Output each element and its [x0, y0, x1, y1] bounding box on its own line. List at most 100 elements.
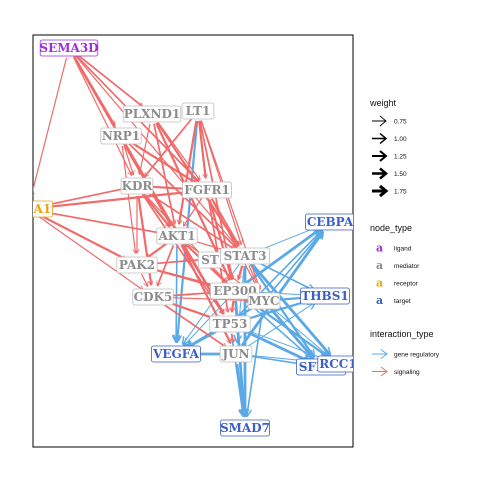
signaling-edge-akt1-pak2	[147, 240, 170, 259]
legend-node-type-glyph-mediator: a	[376, 259, 383, 272]
node-label-akt1: AKT1	[157, 229, 195, 243]
node-jun: JUN	[219, 345, 253, 363]
gene-regulatory-edge-stat3-rcc1	[250, 262, 331, 355]
signaling-edge-plxna1-cdk5	[35, 214, 143, 290]
signaling-edge-pak2-cdk5	[140, 273, 147, 286]
gene-regulatory-edge-jun-smad7	[236, 363, 243, 416]
node-thbs1: THBS1	[300, 287, 350, 305]
legend-weight-label-3: 1.50	[394, 171, 407, 178]
signaling-edge-sema3d-kdr	[72, 56, 131, 175]
node-box-sema3d	[39, 39, 99, 57]
node-flt1: LT1	[181, 102, 215, 120]
node-fgfr1: FGFR1	[182, 181, 232, 199]
node-myc: MYC	[247, 292, 281, 310]
node-plxnd1: PLXND1	[122, 105, 182, 123]
signaling-edge-nrp1-kdr	[123, 145, 133, 175]
node-box-kdr	[120, 177, 154, 195]
node-box-cdk5	[132, 288, 174, 306]
legend-node-type-glyph-ligand: a	[376, 242, 383, 255]
signaling-edge-sema3d-stat3	[75, 55, 237, 247]
gene-regulatory-edge-ep300-cebpa	[242, 229, 320, 287]
node-label-flt1: LT1	[186, 104, 211, 118]
legend-node-type-label-receptor: receptor	[394, 281, 419, 288]
signaling-edge-fgfr1-myc	[211, 198, 259, 290]
legend-node-type: node_type a ligand a mediator a receptor a targ…	[370, 223, 420, 307]
node-ep300: EP300	[210, 282, 260, 300]
node-label-thbs1: THBS1	[301, 289, 348, 303]
node-vegfa: VEGFA	[151, 345, 201, 363]
node-box-plxnd1	[122, 105, 182, 123]
signaling-edge-cdk5-jun	[160, 301, 226, 348]
node-label-vegfa: VEGFA	[152, 347, 200, 361]
legend-weight-label-2: 1.25	[394, 154, 407, 161]
gene-regulatory-edge-myc-sfrp1	[269, 307, 314, 358]
legend-weight-label-1: 1.00	[394, 136, 407, 143]
legend-node-type-glyph-target: a	[376, 294, 383, 307]
node-label-myc: MYC	[248, 294, 279, 308]
node-label-nrp1: NRP1	[102, 129, 140, 143]
node-tp53: TP53	[209, 315, 251, 333]
legend-weight-label-4: 1.75	[394, 189, 407, 196]
legend-node-type-label-target: target	[394, 298, 411, 305]
legend-weight-arrow-2	[372, 150, 388, 162]
node-box-pak2	[116, 256, 158, 274]
node-box-plxna1	[33, 200, 53, 218]
node-label-ep300: EP300	[213, 284, 256, 298]
legend-weight-arrow-4	[372, 184, 389, 198]
gene-regulatory-edge-myc-smad7	[247, 310, 264, 416]
gene-regulatory-edge-tp53-rcc1	[239, 327, 326, 359]
node-label-pak2: PAK2	[119, 258, 155, 272]
node-label-stat3_partial: ST	[201, 253, 219, 267]
node-label-plxnd1: PLXND1	[124, 107, 181, 121]
signaling-edge-sema3d-plxna1	[33, 57, 68, 198]
node-label-plxna1: LXNA1	[5, 202, 51, 216]
signaling-edge-kdr-akt1	[142, 193, 169, 227]
node-box-akt1	[156, 227, 198, 245]
node-stat3: STAT3	[220, 247, 270, 265]
node-label-fgfr1: FGFR1	[184, 183, 230, 197]
node-rcc1: RCC1	[317, 355, 356, 373]
legend-interaction-label-signaling: signaling	[394, 369, 420, 376]
signaling-edge-fgfr1-ep300	[208, 199, 232, 280]
node-box-nrp1	[100, 127, 142, 145]
plot-panel-border	[32, 34, 354, 448]
legend-interaction-label-gene-regulatory: gene regulatory	[394, 352, 440, 359]
signaling-edge-ep300-tp53	[232, 300, 234, 312]
gene-regulatory-edge-jun-cebpa	[240, 232, 323, 347]
node-stat3_partial: ST	[197, 251, 222, 269]
node-box-flt1	[181, 102, 215, 120]
legend-interaction-type: interaction_type gene regulatory signalin…	[370, 329, 440, 377]
signaling-edge-flt1-akt1	[179, 120, 198, 224]
gene-regulatory-edge-ep300-vegfa	[184, 297, 229, 345]
legend-weight-arrow-0	[372, 115, 387, 127]
gene-regulatory-edge-stat3-thbs1	[253, 259, 314, 290]
node-label-rcc1: RCC1	[319, 357, 356, 371]
node-label-smad7: SMAD7	[220, 421, 270, 435]
node-box-cebpa	[305, 213, 353, 231]
legend-node-type-title: node_type	[370, 223, 412, 233]
legend-weight-title: weight	[369, 98, 397, 108]
node-kdr: KDR	[120, 177, 154, 195]
node-box-myc	[247, 292, 281, 310]
node-box-rcc1	[317, 355, 353, 373]
node-smad7: SMAD7	[220, 419, 270, 437]
legend-weight-arrow-1	[372, 132, 388, 145]
node-cebpa: CEBPA	[305, 213, 353, 231]
signaling-edge-plxna1-akt1	[37, 209, 165, 234]
node-label-jun: JUN	[221, 347, 249, 361]
gene-regulatory-edge-jun-thbs1	[244, 303, 315, 349]
signaling-edge-fgfr1-akt1	[184, 198, 203, 226]
legend-node-type-glyph-receptor: a	[376, 277, 383, 290]
gene-regulatory-edge-myc-rcc1	[271, 307, 329, 356]
signaling-edge-flt1-fgfr1	[198, 120, 206, 178]
node-cdk5: CDK5	[132, 288, 174, 306]
node-nrp1: NRP1	[100, 127, 142, 145]
node-label-cdk5: CDK5	[134, 290, 173, 304]
node-label-stat3: STAT3	[224, 249, 267, 263]
node-box-ep300	[210, 282, 260, 300]
node-box-vegfa	[151, 345, 201, 363]
legend-node-type-label-ligand: ligand	[394, 246, 412, 253]
legend-weight-arrow-3	[372, 167, 388, 180]
gene-regulatory-edge-stat3-sfrp1	[249, 263, 315, 357]
